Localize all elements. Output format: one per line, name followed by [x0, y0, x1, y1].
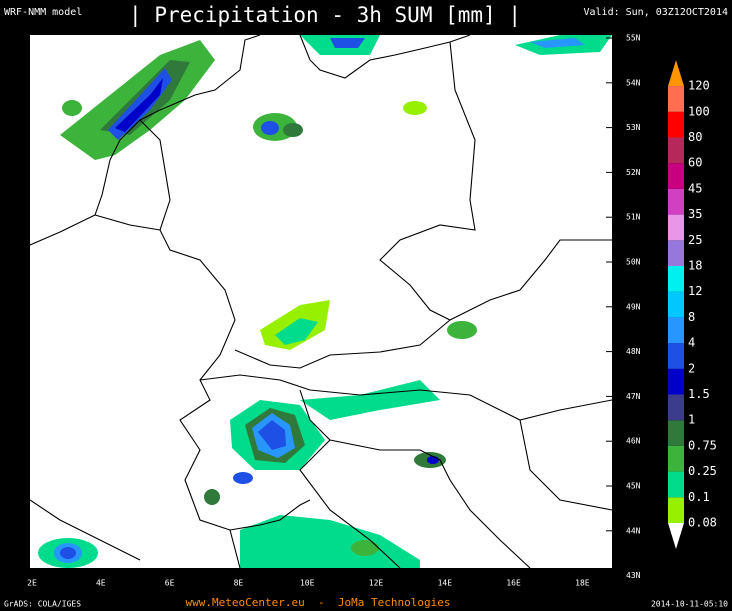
lat-label: 44N [626, 526, 641, 535]
lat-label: 50N [626, 258, 641, 267]
colorbar-label: 80 [688, 130, 702, 144]
colorbar-box [668, 188, 684, 215]
lat-label: 52N [626, 168, 641, 177]
title: | Precipitation - 3h SUM [mm] | [129, 3, 521, 28]
colorbar-box [668, 240, 684, 266]
colorbar-box [668, 163, 684, 189]
colorbar-label: 2 [688, 361, 695, 375]
lon-label: 14E [438, 579, 453, 588]
lat-label: 47N [626, 392, 641, 401]
valid-time: Valid: Sun, 03Z12OCT2014 [584, 7, 729, 18]
precipitation [38, 35, 612, 568]
colorbar-label: 12 [688, 284, 702, 298]
lat-label: 55N [626, 34, 641, 43]
footer-center: www.MeteoCenter.eu - JoMa Technologies [186, 596, 451, 609]
colorbar-label: 18 [688, 259, 702, 273]
footer-right: 2014-10-11-05:10 [651, 600, 728, 609]
lon-label: 8E [234, 579, 244, 588]
colorbar-label: 8 [688, 310, 695, 324]
colorbar-box [668, 291, 684, 318]
colorbar-label: 0.25 [688, 464, 717, 478]
lon-label: 4E [96, 579, 106, 588]
colorbar-box [668, 445, 684, 472]
colorbar-box [668, 86, 684, 112]
lon-label: 10E [300, 579, 315, 588]
lat-label: 53N [626, 123, 641, 132]
colorbar-box [668, 137, 684, 164]
colorbar-label: 35 [688, 207, 702, 221]
lat-label: 45N [626, 482, 641, 491]
lon-label: 16E [506, 579, 521, 588]
colorbar-min-triangle [668, 523, 684, 549]
colorbar-box [668, 471, 684, 498]
lon-label: 12E [369, 579, 384, 588]
colorbar-box [668, 368, 684, 395]
footer-left: GrADS: COLA/IGES [4, 600, 81, 609]
colorbar-box [668, 214, 684, 241]
colorbar-label: 0.75 [688, 438, 717, 452]
colorbar-label: 1 [688, 413, 695, 427]
colorbar-label: 4 [688, 336, 695, 350]
colorbar-label: 45 [688, 181, 702, 195]
colorbar-box [668, 266, 684, 292]
colorbar-label: 100 [688, 104, 710, 118]
borders [30, 35, 612, 568]
lon-label: 18E [575, 579, 590, 588]
colorbar-box [668, 343, 684, 369]
colorbar-box [668, 497, 684, 523]
model-label: WRF-NMM model [4, 7, 82, 18]
lat-label: 54N [626, 78, 641, 87]
colorbar-label: 1.5 [688, 387, 710, 401]
lat-label: 49N [626, 302, 641, 311]
longitude-labels: 2E 4E 6E 8E 10E 12E 14E 16E 18E [27, 579, 590, 588]
lon-label: 6E [165, 579, 175, 588]
colorbar-label: 0.08 [688, 516, 717, 530]
lat-label: 48N [626, 347, 641, 356]
colorbar-label: 60 [688, 156, 702, 170]
colorbar-label: 120 [688, 79, 710, 93]
lat-label: 51N [626, 213, 641, 222]
latitude-labels: 55N 54N 53N 52N 51N 50N 49N 48N 47N 46N 45N 44N 43N [606, 34, 641, 580]
colorbar-box [668, 317, 684, 344]
colorbar-label: 25 [688, 233, 702, 247]
map [30, 35, 612, 568]
colorbar-max-triangle [668, 60, 684, 87]
lat-label: 43N [626, 571, 641, 580]
colorbar: 0.08 0.1 0.25 0.75 1 1.5 2 4 8 12 18 25 35 45 60 80 100 1… [668, 60, 717, 549]
lat-label: 46N [626, 437, 641, 446]
colorbar-label: 0.1 [688, 490, 710, 504]
colorbar-box [668, 111, 684, 138]
colorbar-box [668, 394, 684, 421]
lon-label: 2E [27, 579, 37, 588]
colorbar-box [668, 420, 684, 446]
